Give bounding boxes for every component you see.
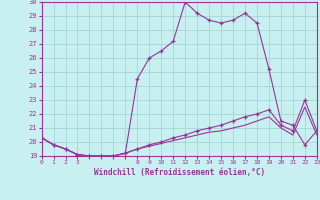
X-axis label: Windchill (Refroidissement éolien,°C): Windchill (Refroidissement éolien,°C) (94, 168, 265, 177)
